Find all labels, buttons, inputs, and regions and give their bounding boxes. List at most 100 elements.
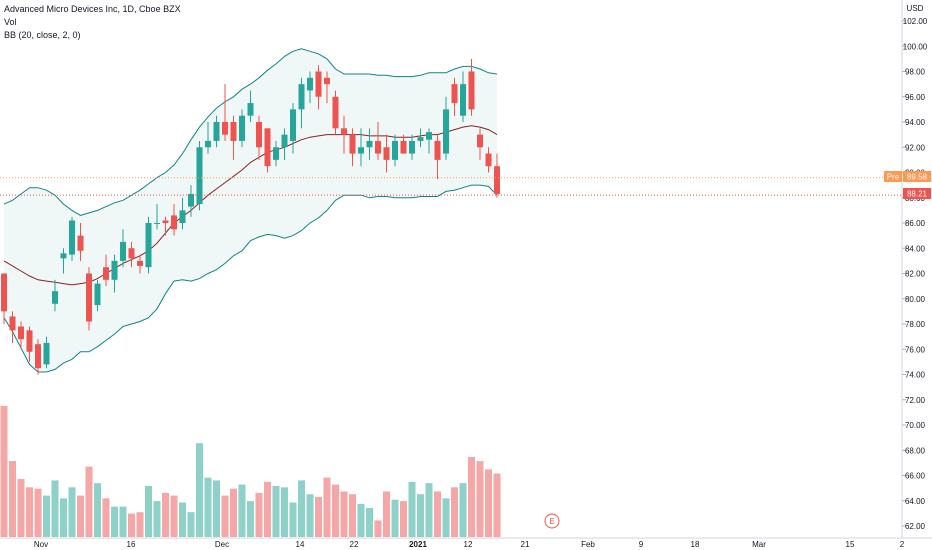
candle <box>307 71 313 104</box>
candle <box>451 77 458 116</box>
candle <box>375 122 381 160</box>
candle <box>366 128 373 160</box>
volume-bar <box>9 461 16 537</box>
candle-body <box>188 193 194 207</box>
volume-bar <box>51 480 59 537</box>
price-tick-label: 86.00 <box>905 219 926 228</box>
price-tick-label: 74.00 <box>905 371 926 380</box>
candle-body <box>417 137 424 141</box>
volume-bar <box>374 520 382 537</box>
volume-bar <box>315 496 322 537</box>
last-price-tag-bg <box>903 188 931 199</box>
chart-title: Advanced Micro Devices Inc, 1D, Cboe BZX <box>4 4 181 14</box>
candle-body <box>35 344 41 369</box>
candle-body <box>256 122 262 148</box>
price-tick-label: 84.00 <box>905 244 926 253</box>
candle <box>349 128 356 167</box>
earnings-label: E <box>549 517 554 526</box>
candle-body <box>213 122 220 141</box>
volume-bar <box>281 487 288 537</box>
candle <box>171 204 177 236</box>
price-lines <box>0 177 902 196</box>
time-tick-label: 15 <box>846 540 855 549</box>
candle-body <box>154 223 160 224</box>
volume-bar <box>366 508 373 537</box>
candle <box>94 279 101 312</box>
candle-body <box>94 283 101 306</box>
time-tick-label: Nov <box>34 540 48 549</box>
volume-bar <box>332 484 339 537</box>
price-tick-label: 98.00 <box>905 68 926 77</box>
price-tick-label: 82.00 <box>905 270 926 279</box>
candle-body <box>120 241 126 261</box>
candle <box>179 197 186 230</box>
volume-bar <box>391 499 399 537</box>
volume-bar <box>77 495 84 537</box>
volume-bar <box>102 498 110 537</box>
volume-bar <box>221 495 229 537</box>
candle <box>9 311 16 343</box>
candle-body <box>358 147 364 154</box>
candle <box>1 273 7 324</box>
candle <box>247 90 254 122</box>
candle-body <box>273 147 279 160</box>
currency-label: USD <box>907 4 924 13</box>
candle <box>213 115 220 148</box>
volume-bar <box>298 480 305 537</box>
candle-body <box>162 220 169 223</box>
candle-body <box>205 140 211 148</box>
pre-label-bg <box>884 171 902 182</box>
candle-body <box>239 115 245 141</box>
candle-body <box>434 140 441 160</box>
volume-bar <box>136 512 144 537</box>
volume-bar <box>162 492 169 537</box>
time-tick-label: Mar <box>752 540 766 549</box>
candle <box>477 128 483 160</box>
candle-body <box>1 273 7 312</box>
candle-body <box>485 153 492 167</box>
candle-body <box>426 132 432 140</box>
candle <box>341 115 347 154</box>
time-tick-label: 22 <box>350 540 359 549</box>
candle-body <box>298 84 305 110</box>
candle-body <box>281 134 288 148</box>
price-tick-label: 62.00 <box>905 522 926 531</box>
volume-bar <box>408 481 416 537</box>
candle <box>103 254 109 287</box>
pre-price-tag: 89.58 <box>907 173 928 182</box>
earnings-marker[interactable]: E <box>544 513 560 529</box>
candle <box>298 77 305 129</box>
candle <box>417 128 424 148</box>
volume-bar <box>306 494 314 537</box>
candle-body <box>349 134 356 154</box>
time-tick-label: 12 <box>464 540 473 549</box>
price-axis[interactable]: 62.00 64.00 66.00 68.00 70.00 72.00 74.00 76.00… <box>902 17 928 531</box>
volume-bar <box>425 483 433 537</box>
candle-body <box>460 84 466 116</box>
price-tick-label: 100.00 <box>903 42 928 51</box>
price-tick-label: 66.00 <box>905 472 926 481</box>
bb-lower-line <box>3 184 498 373</box>
candle-body <box>18 326 24 340</box>
candle-body <box>128 248 135 259</box>
candle-body <box>468 71 475 110</box>
candle-body <box>400 140 407 154</box>
volume-bar <box>68 487 76 537</box>
candle-body <box>383 147 390 160</box>
candle-body <box>477 134 483 148</box>
time-axis[interactable]: Nov 16 Dec 14 22 2021 12 21 Feb 9 18 Mar 15 2 <box>34 540 905 549</box>
time-tick-label: Feb <box>581 540 595 549</box>
candle-body <box>111 260 118 280</box>
price-tick-label: 68.00 <box>905 446 926 455</box>
volume-bar <box>17 479 25 537</box>
volume-bar <box>85 466 93 537</box>
price-tick-label: 78.00 <box>905 320 926 329</box>
candle <box>434 134 441 179</box>
volume-bar <box>34 488 42 537</box>
candle <box>26 326 33 362</box>
earnings-icon[interactable] <box>544 513 560 529</box>
volume-bar <box>119 506 127 537</box>
volume-bar <box>238 484 246 537</box>
volume-bar <box>289 502 297 537</box>
